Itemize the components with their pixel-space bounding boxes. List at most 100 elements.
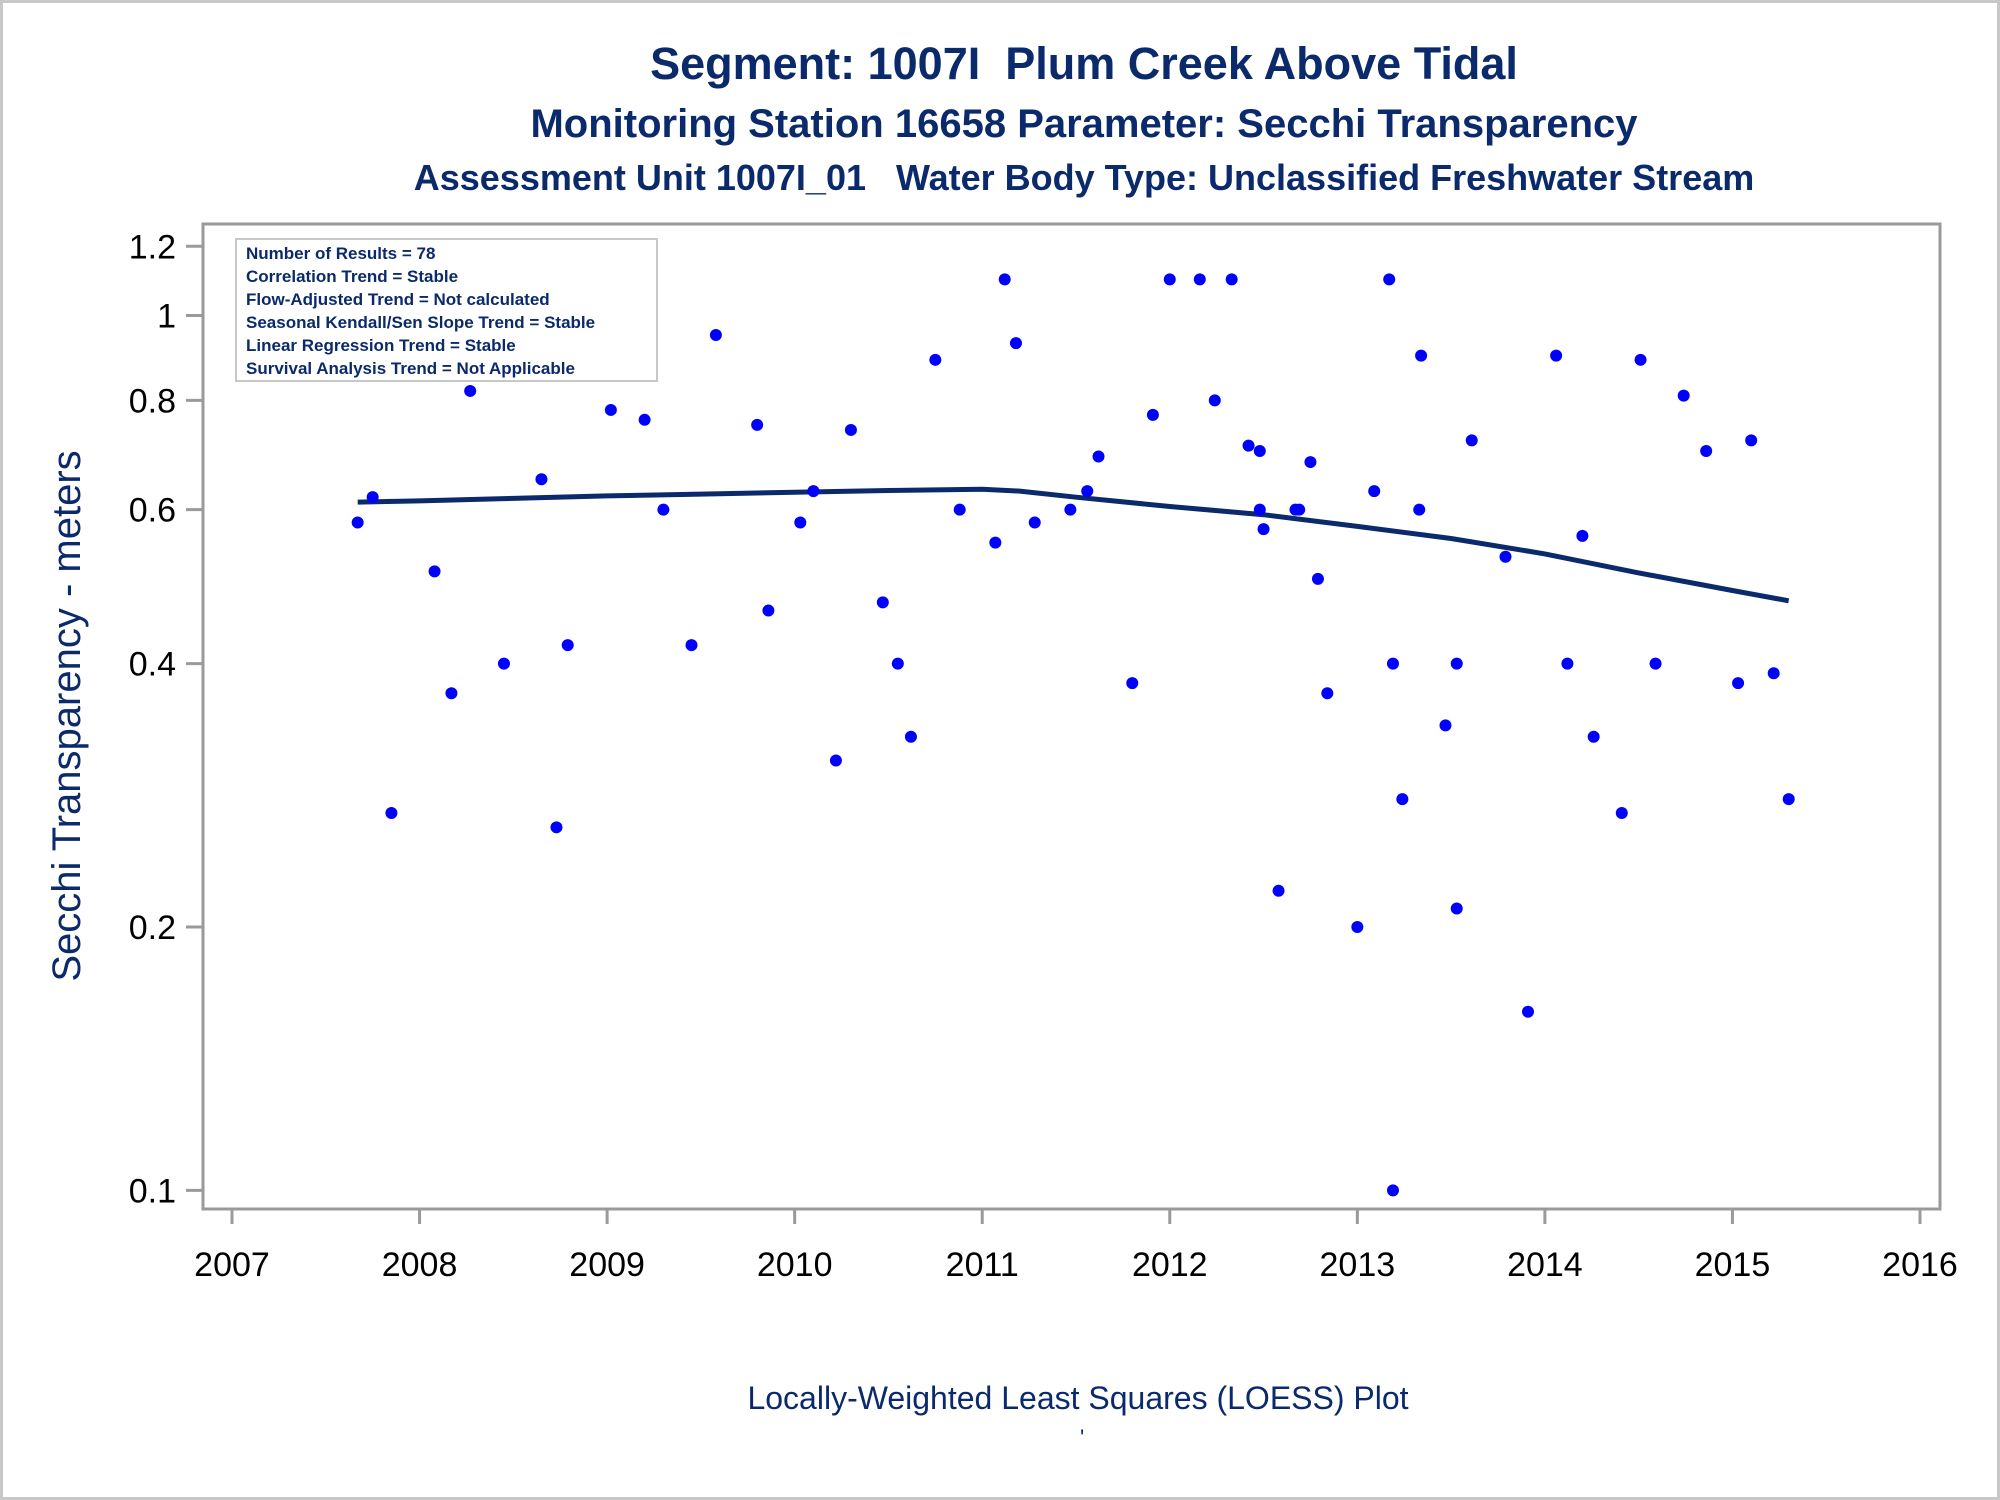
data-point-57 <box>1413 503 1426 516</box>
data-point-58 <box>1415 349 1428 362</box>
x-tick-label-3: 2010 <box>757 1246 833 1284</box>
x-tick-label-9: 2016 <box>1882 1246 1958 1284</box>
data-point-73 <box>1700 445 1713 458</box>
info-number-of-results: Number of Results = 78 <box>246 244 435 263</box>
data-point-12 <box>604 403 617 416</box>
info-linear-regression-trend: Linear Regression Trend = Stable <box>246 336 516 355</box>
x-tick-label-2: 2009 <box>569 1246 645 1284</box>
data-point-22 <box>844 423 857 436</box>
data-point-15 <box>685 639 698 652</box>
data-point-7 <box>497 657 510 670</box>
data-point-25 <box>904 730 917 743</box>
data-point-40 <box>1225 273 1238 286</box>
data-point-39 <box>1208 394 1221 407</box>
data-point-71 <box>1649 657 1662 670</box>
data-point-34 <box>1092 450 1105 463</box>
data-point-53 <box>1383 273 1396 286</box>
data-point-0 <box>351 516 364 529</box>
chart-title: Segment: 1007I Plum Creek Above Tidal <box>650 38 1518 89</box>
data-point-48 <box>1304 456 1317 469</box>
y-tick-label-1: 0.2 <box>129 909 176 947</box>
data-point-5 <box>445 687 458 700</box>
data-point-49 <box>1311 572 1324 585</box>
data-point-29 <box>998 273 1011 286</box>
data-point-60 <box>1450 657 1463 670</box>
y-tick-label-0: 0.1 <box>129 1172 176 1210</box>
data-point-1 <box>366 491 379 504</box>
data-point-68 <box>1587 730 1600 743</box>
data-point-14 <box>657 503 670 516</box>
data-point-47 <box>1293 503 1306 516</box>
data-point-17 <box>751 418 764 431</box>
footnote: Locally-Weighted Least Squares (LOESS) P… <box>747 1380 1409 1416</box>
x-tick-label-5: 2012 <box>1132 1246 1208 1284</box>
data-point-4 <box>428 565 441 578</box>
x-axis: 2007 2008 2009 2010 2011 2012 2013 2014 2015 2016 <box>194 1209 1958 1284</box>
x-tick-label-8: 2015 <box>1695 1246 1771 1284</box>
data-point-31 <box>1028 516 1041 529</box>
data-point-20 <box>807 485 820 498</box>
data-point-36 <box>1146 408 1159 421</box>
footnote-mark: ' <box>1080 1425 1085 1450</box>
chart-subtitle: Monitoring Station 16658 Parameter: Secc… <box>530 102 1638 146</box>
info-seasonal-kendall-trend: Seasonal Kendall/Sen Slope Trend = Stabl… <box>246 313 595 332</box>
data-point-16 <box>709 329 722 342</box>
y-tick-label-3: 0.6 <box>129 492 176 530</box>
data-point-24 <box>891 657 904 670</box>
y-tick-label-4: 0.8 <box>129 382 176 420</box>
data-point-10 <box>561 639 574 652</box>
data-point-2 <box>385 806 398 819</box>
data-point-6 <box>464 384 477 397</box>
data-point-61 <box>1450 902 1463 915</box>
data-point-75 <box>1745 434 1758 447</box>
x-tick-label-6: 2013 <box>1320 1246 1396 1284</box>
data-point-50 <box>1321 687 1334 700</box>
points-layer <box>351 240 1795 1197</box>
plot-area-border <box>201 222 1942 1211</box>
info-correlation-trend: Correlation Trend = Stable <box>246 267 458 286</box>
data-point-19 <box>794 516 807 529</box>
data-point-64 <box>1522 1005 1535 1018</box>
data-point-42 <box>1253 503 1266 516</box>
data-point-43 <box>1253 445 1266 458</box>
loess-layer <box>357 486 1790 604</box>
data-point-54 <box>1386 1184 1399 1197</box>
data-point-38 <box>1193 273 1206 286</box>
y-tick-label-6: 1.2 <box>129 228 176 266</box>
data-point-37 <box>1163 273 1176 286</box>
y-axis-title: Secchi Transparency - meters <box>45 450 89 981</box>
data-point-70 <box>1634 353 1647 366</box>
data-point-33 <box>1081 485 1094 498</box>
data-point-13 <box>638 413 651 426</box>
data-point-77 <box>1782 793 1795 806</box>
info-box-border <box>235 238 658 382</box>
chart-subtitle-2: Assessment Unit 1007I_01 Water Body Type… <box>413 157 1755 198</box>
data-point-62 <box>1465 434 1478 447</box>
data-point-51 <box>1351 920 1364 933</box>
data-point-18 <box>762 604 775 617</box>
x-tick-label-7: 2014 <box>1507 1246 1583 1284</box>
x-tick-label-0: 2007 <box>194 1246 270 1284</box>
data-point-76 <box>1767 667 1780 680</box>
info-flow-adjusted-trend: Flow-Adjusted Trend = Not calculated <box>246 290 550 309</box>
loess-line <box>357 486 1790 604</box>
data-point-72 <box>1677 389 1690 402</box>
y-axis: 0.1 0.2 0.4 0.6 0.8 1 1.2 <box>129 228 203 1210</box>
data-point-66 <box>1561 657 1574 670</box>
data-point-69 <box>1615 806 1628 819</box>
data-point-23 <box>876 596 889 609</box>
y-tick-label-5: 1 <box>157 298 176 336</box>
data-point-9 <box>550 821 563 834</box>
data-point-74 <box>1732 677 1745 690</box>
data-point-28 <box>989 536 1002 549</box>
data-point-21 <box>829 754 842 767</box>
data-point-67 <box>1576 529 1589 542</box>
data-point-63 <box>1499 550 1512 563</box>
data-point-27 <box>953 503 966 516</box>
data-point-65 <box>1550 349 1563 362</box>
data-point-41 <box>1242 439 1255 452</box>
data-point-55 <box>1386 657 1399 670</box>
x-tick-label-4: 2011 <box>946 1246 1019 1284</box>
